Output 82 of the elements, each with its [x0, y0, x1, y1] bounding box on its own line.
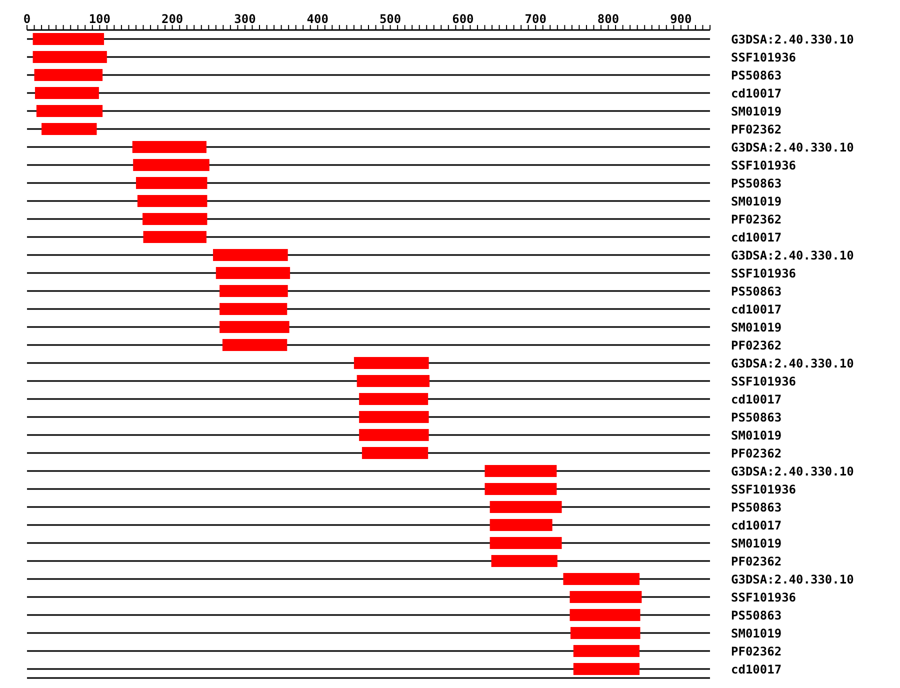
y-tick-label: PF02362 [731, 122, 782, 136]
x-tick-label: 100 [88, 12, 111, 26]
y-tick-label: SSF101936 [731, 266, 796, 280]
y-tick-label: G3DSA:2.40.330.10 [731, 464, 854, 478]
y-tick-label: SSF101936 [731, 482, 796, 496]
bar [136, 177, 208, 189]
y-tick-label: G3DSA:2.40.330.10 [731, 248, 854, 262]
y-tick-label: PS50863 [731, 176, 782, 190]
bar [137, 195, 208, 207]
y-tick-label: G3DSA:2.40.330.10 [731, 572, 854, 586]
bar [362, 447, 428, 459]
bar [570, 591, 642, 603]
y-tick-label: PS50863 [731, 68, 782, 82]
bar [222, 339, 288, 351]
bar [359, 411, 429, 423]
bar [220, 303, 288, 315]
bar [359, 393, 428, 405]
bar [34, 69, 103, 81]
bar [570, 627, 640, 639]
bar [132, 141, 206, 153]
x-tick-label: 200 [161, 12, 184, 26]
bar [220, 285, 288, 297]
y-tick-label: SSF101936 [731, 374, 796, 388]
bar [484, 483, 557, 495]
y-tick-label: PS50863 [731, 500, 782, 514]
bar [356, 375, 430, 387]
bar [220, 321, 290, 333]
y-tick-label: PS50863 [731, 410, 782, 424]
bar [32, 33, 104, 45]
y-tick-label: PF02362 [731, 212, 782, 226]
bar [213, 249, 288, 261]
y-tick-label: cd10017 [731, 662, 782, 676]
y-tick-label: SM01019 [731, 428, 782, 442]
y-tick-label: cd10017 [731, 302, 782, 316]
x-tick-label: 900 [670, 12, 692, 26]
bar [563, 573, 640, 585]
y-tick-label: PF02362 [731, 644, 782, 658]
y-tick-label: cd10017 [731, 230, 782, 244]
y-tick-label: SSF101936 [731, 158, 796, 172]
y-tick-label: PS50863 [731, 608, 782, 622]
y-tick-label: SM01019 [731, 536, 782, 550]
y-tick-label: cd10017 [731, 86, 782, 100]
bar [36, 105, 103, 117]
x-tick-label: 300 [234, 12, 256, 26]
y-tick-label: PF02362 [731, 554, 782, 568]
y-tick-label: SM01019 [731, 194, 782, 208]
bar [143, 231, 206, 243]
bar [570, 609, 640, 621]
x-tick-label: 400 [306, 12, 328, 26]
y-tick-label: cd10017 [731, 518, 782, 532]
y-tick-label: SM01019 [731, 626, 782, 640]
bar [32, 51, 107, 63]
y-tick-label: cd10017 [731, 392, 782, 406]
x-tick-label: 700 [524, 12, 546, 26]
y-tick-label: G3DSA:2.40.330.10 [731, 32, 854, 46]
bar [359, 429, 429, 441]
y-tick-label: PF02362 [731, 446, 782, 460]
bar [490, 519, 552, 531]
y-tick-label: SM01019 [731, 320, 782, 334]
bar [42, 123, 97, 135]
x-tick-label: 800 [597, 12, 620, 26]
bar [573, 663, 640, 675]
bar [216, 267, 290, 279]
y-tick-label: G3DSA:2.40.330.10 [731, 140, 854, 154]
bar [491, 555, 558, 567]
y-tick-label: PS50863 [731, 284, 782, 298]
bar [490, 537, 562, 549]
y-tick-label: SM01019 [731, 104, 782, 118]
bar [490, 501, 562, 513]
bar [354, 357, 429, 369]
bar [34, 87, 99, 99]
x-tick-label: 0 [23, 12, 31, 26]
bar [133, 159, 210, 171]
y-tick-label: PF02362 [731, 338, 782, 352]
y-tick-label: SSF101936 [731, 590, 796, 604]
x-tick-label: 600 [452, 12, 474, 26]
y-tick-label: G3DSA:2.40.330.10 [731, 356, 854, 370]
bar [142, 213, 208, 225]
bar [484, 465, 557, 477]
x-tick-label: 500 [379, 12, 402, 26]
bar [573, 645, 640, 657]
y-tick-label: SSF101936 [731, 50, 796, 64]
